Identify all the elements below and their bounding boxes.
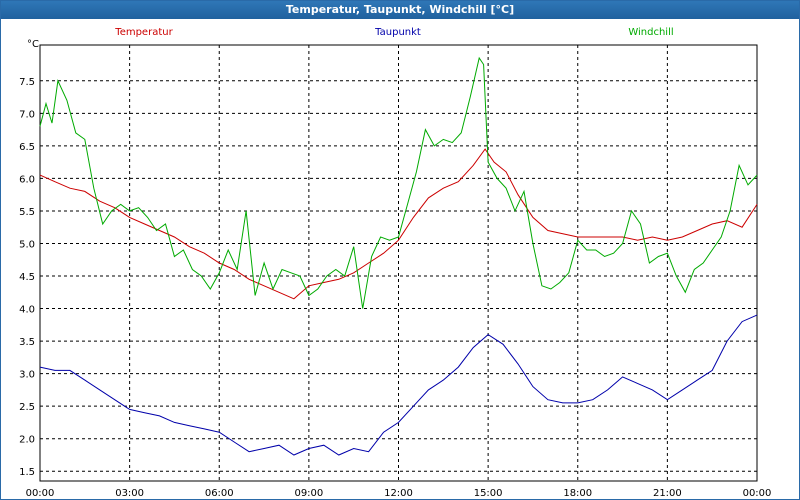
x-tick-time: 00:00 [743,488,772,499]
y-tick-label: 4.5 [19,272,35,283]
x-tick-time: 03:00 [115,488,144,499]
x-tick-time: 21:00 [653,488,682,499]
y-tick-label: 1.5 [19,467,35,478]
y-tick-label: 2.5 [19,402,35,413]
window-title: Temperatur, Taupunkt, Windchill [°C] [1,1,799,19]
y-axis-ticks: 1.5 2.0 2.5 3.0 3.5 4.0 4.5 5.0 5.5 6.0 6.5 7.0 7.5 [19,77,35,478]
y-tick-label: 4.0 [19,305,35,316]
x-tick-time: 15:00 [474,488,503,499]
y-tick-label: 7.5 [19,77,35,88]
x-axis-ticks: 00:0016.11.2403:0016.11.2406:0016.11.240… [26,488,772,499]
y-tick-label: 7.0 [19,109,35,120]
legend-item-windchill: Windchill [628,27,673,38]
y-tick-label: 6.0 [19,174,35,185]
x-tick-time: 12:00 [384,488,413,499]
chart-area: 1.52.02.53.03.54.04.55.05.56.06.57.07.5 … [19,27,772,499]
x-tick-time: 09:00 [294,488,323,499]
series-lines [39,56,758,456]
series-line-taupunkt [39,314,758,456]
y-tick-label: 3.0 [19,370,35,381]
y-tick-label: 5.0 [19,239,35,250]
y-tick-label: 5.5 [19,207,35,218]
y-axis-label: °C [27,39,39,50]
legend: Temperatur Taupunkt Windchill [114,27,673,38]
y-tick-label: 2.0 [19,435,35,446]
y-tick-label: 3.5 [19,337,35,348]
x-tick-time: 18:00 [563,488,592,499]
y-tick-label: 6.5 [19,142,35,153]
series-line-windchill [39,56,758,309]
legend-item-taupunkt: Taupunkt [374,27,421,38]
x-tick-time: 00:00 [26,488,55,499]
series-line-temperatur [39,148,758,300]
legend-item-temperatur: Temperatur [114,27,173,38]
x-tick-time: 06:00 [205,488,234,499]
